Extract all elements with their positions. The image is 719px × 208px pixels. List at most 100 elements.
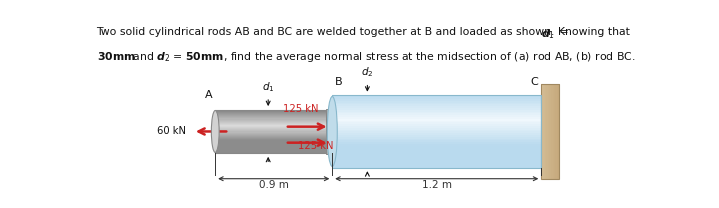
Text: 1.2 m: 1.2 m xyxy=(422,180,452,189)
Bar xyxy=(332,95,541,97)
Bar xyxy=(215,124,332,125)
Bar xyxy=(215,116,332,117)
Bar xyxy=(551,84,553,179)
Bar xyxy=(332,121,541,123)
Bar xyxy=(332,130,541,131)
Text: B: B xyxy=(335,77,343,87)
Bar xyxy=(332,162,541,164)
Bar xyxy=(332,95,541,167)
Bar xyxy=(332,103,541,104)
Bar xyxy=(332,166,541,167)
Bar xyxy=(332,146,541,148)
Bar xyxy=(332,140,541,142)
Bar xyxy=(544,84,545,179)
Text: $\boldsymbol{d}_1$: $\boldsymbol{d}_1$ xyxy=(541,27,555,41)
Bar xyxy=(332,99,541,101)
Bar xyxy=(215,127,332,128)
Bar xyxy=(215,138,332,139)
Bar xyxy=(215,121,332,122)
Bar xyxy=(332,126,541,128)
Bar xyxy=(332,101,541,103)
Bar xyxy=(215,126,332,127)
Text: C: C xyxy=(531,77,539,87)
Bar xyxy=(215,141,332,142)
Text: 60 kN: 60 kN xyxy=(157,126,186,136)
Bar xyxy=(550,84,551,179)
Bar xyxy=(215,146,332,147)
Bar xyxy=(549,84,550,179)
Bar xyxy=(332,157,541,158)
Bar xyxy=(215,110,332,153)
Bar xyxy=(332,112,541,113)
Bar xyxy=(332,150,541,151)
Bar xyxy=(545,84,546,179)
Bar xyxy=(215,136,332,137)
Bar xyxy=(326,109,332,154)
Bar xyxy=(215,140,332,141)
Bar xyxy=(332,158,541,160)
Bar xyxy=(215,129,332,130)
Bar xyxy=(332,123,541,124)
Bar xyxy=(215,119,332,120)
Bar xyxy=(215,149,332,150)
Bar xyxy=(332,148,541,150)
Bar xyxy=(332,133,541,135)
Ellipse shape xyxy=(327,97,337,166)
Bar xyxy=(215,125,332,126)
Bar xyxy=(332,110,541,112)
Text: 0.9 m: 0.9 m xyxy=(259,180,289,189)
Bar xyxy=(548,84,549,179)
Bar xyxy=(215,143,332,144)
Text: $d_2$: $d_2$ xyxy=(361,66,374,79)
Bar xyxy=(541,84,543,179)
Bar xyxy=(332,97,541,99)
Text: $d_1$: $d_1$ xyxy=(262,80,275,94)
Bar xyxy=(554,84,555,179)
Bar xyxy=(332,137,541,139)
Bar xyxy=(541,84,559,179)
Text: A: A xyxy=(205,90,213,100)
Bar xyxy=(215,137,332,138)
Bar xyxy=(215,123,332,124)
Bar xyxy=(332,155,541,157)
Bar xyxy=(215,110,332,111)
Bar xyxy=(215,135,332,136)
Bar xyxy=(215,147,332,148)
Bar xyxy=(215,151,332,152)
Bar xyxy=(332,115,541,117)
Text: Two solid cylindrical rods AB and BC are welded together at B and loaded as show: Two solid cylindrical rods AB and BC are… xyxy=(96,27,634,37)
Bar xyxy=(332,151,541,153)
Bar xyxy=(215,113,332,114)
Text: =: = xyxy=(556,27,568,37)
Bar xyxy=(215,112,332,113)
Text: 125 kN: 125 kN xyxy=(298,141,333,151)
Bar xyxy=(215,131,332,132)
Bar xyxy=(332,104,541,106)
Bar xyxy=(332,108,541,110)
Bar xyxy=(215,144,332,146)
Bar xyxy=(215,132,332,134)
Bar xyxy=(215,115,332,116)
Bar xyxy=(215,134,332,135)
Bar xyxy=(332,128,541,130)
Bar xyxy=(553,84,554,179)
Bar xyxy=(546,84,548,179)
Bar xyxy=(332,160,541,162)
Bar xyxy=(332,106,541,108)
Bar xyxy=(332,131,541,133)
Bar xyxy=(215,128,332,129)
Bar xyxy=(557,84,558,179)
Bar xyxy=(555,84,557,179)
Bar xyxy=(332,144,541,146)
Bar xyxy=(215,130,332,131)
Bar xyxy=(332,135,541,137)
Bar xyxy=(215,117,332,119)
Ellipse shape xyxy=(211,110,219,152)
Bar xyxy=(543,84,544,179)
Bar xyxy=(332,119,541,121)
Bar xyxy=(215,142,332,143)
Bar xyxy=(215,152,332,153)
Text: and $\boldsymbol{d}_2$ = $\mathbf{50mm}$, find the average normal stress at the : and $\boldsymbol{d}_2$ = $\mathbf{50mm}$… xyxy=(129,50,636,64)
Text: 125 kN: 125 kN xyxy=(283,104,319,114)
Bar xyxy=(332,124,541,126)
